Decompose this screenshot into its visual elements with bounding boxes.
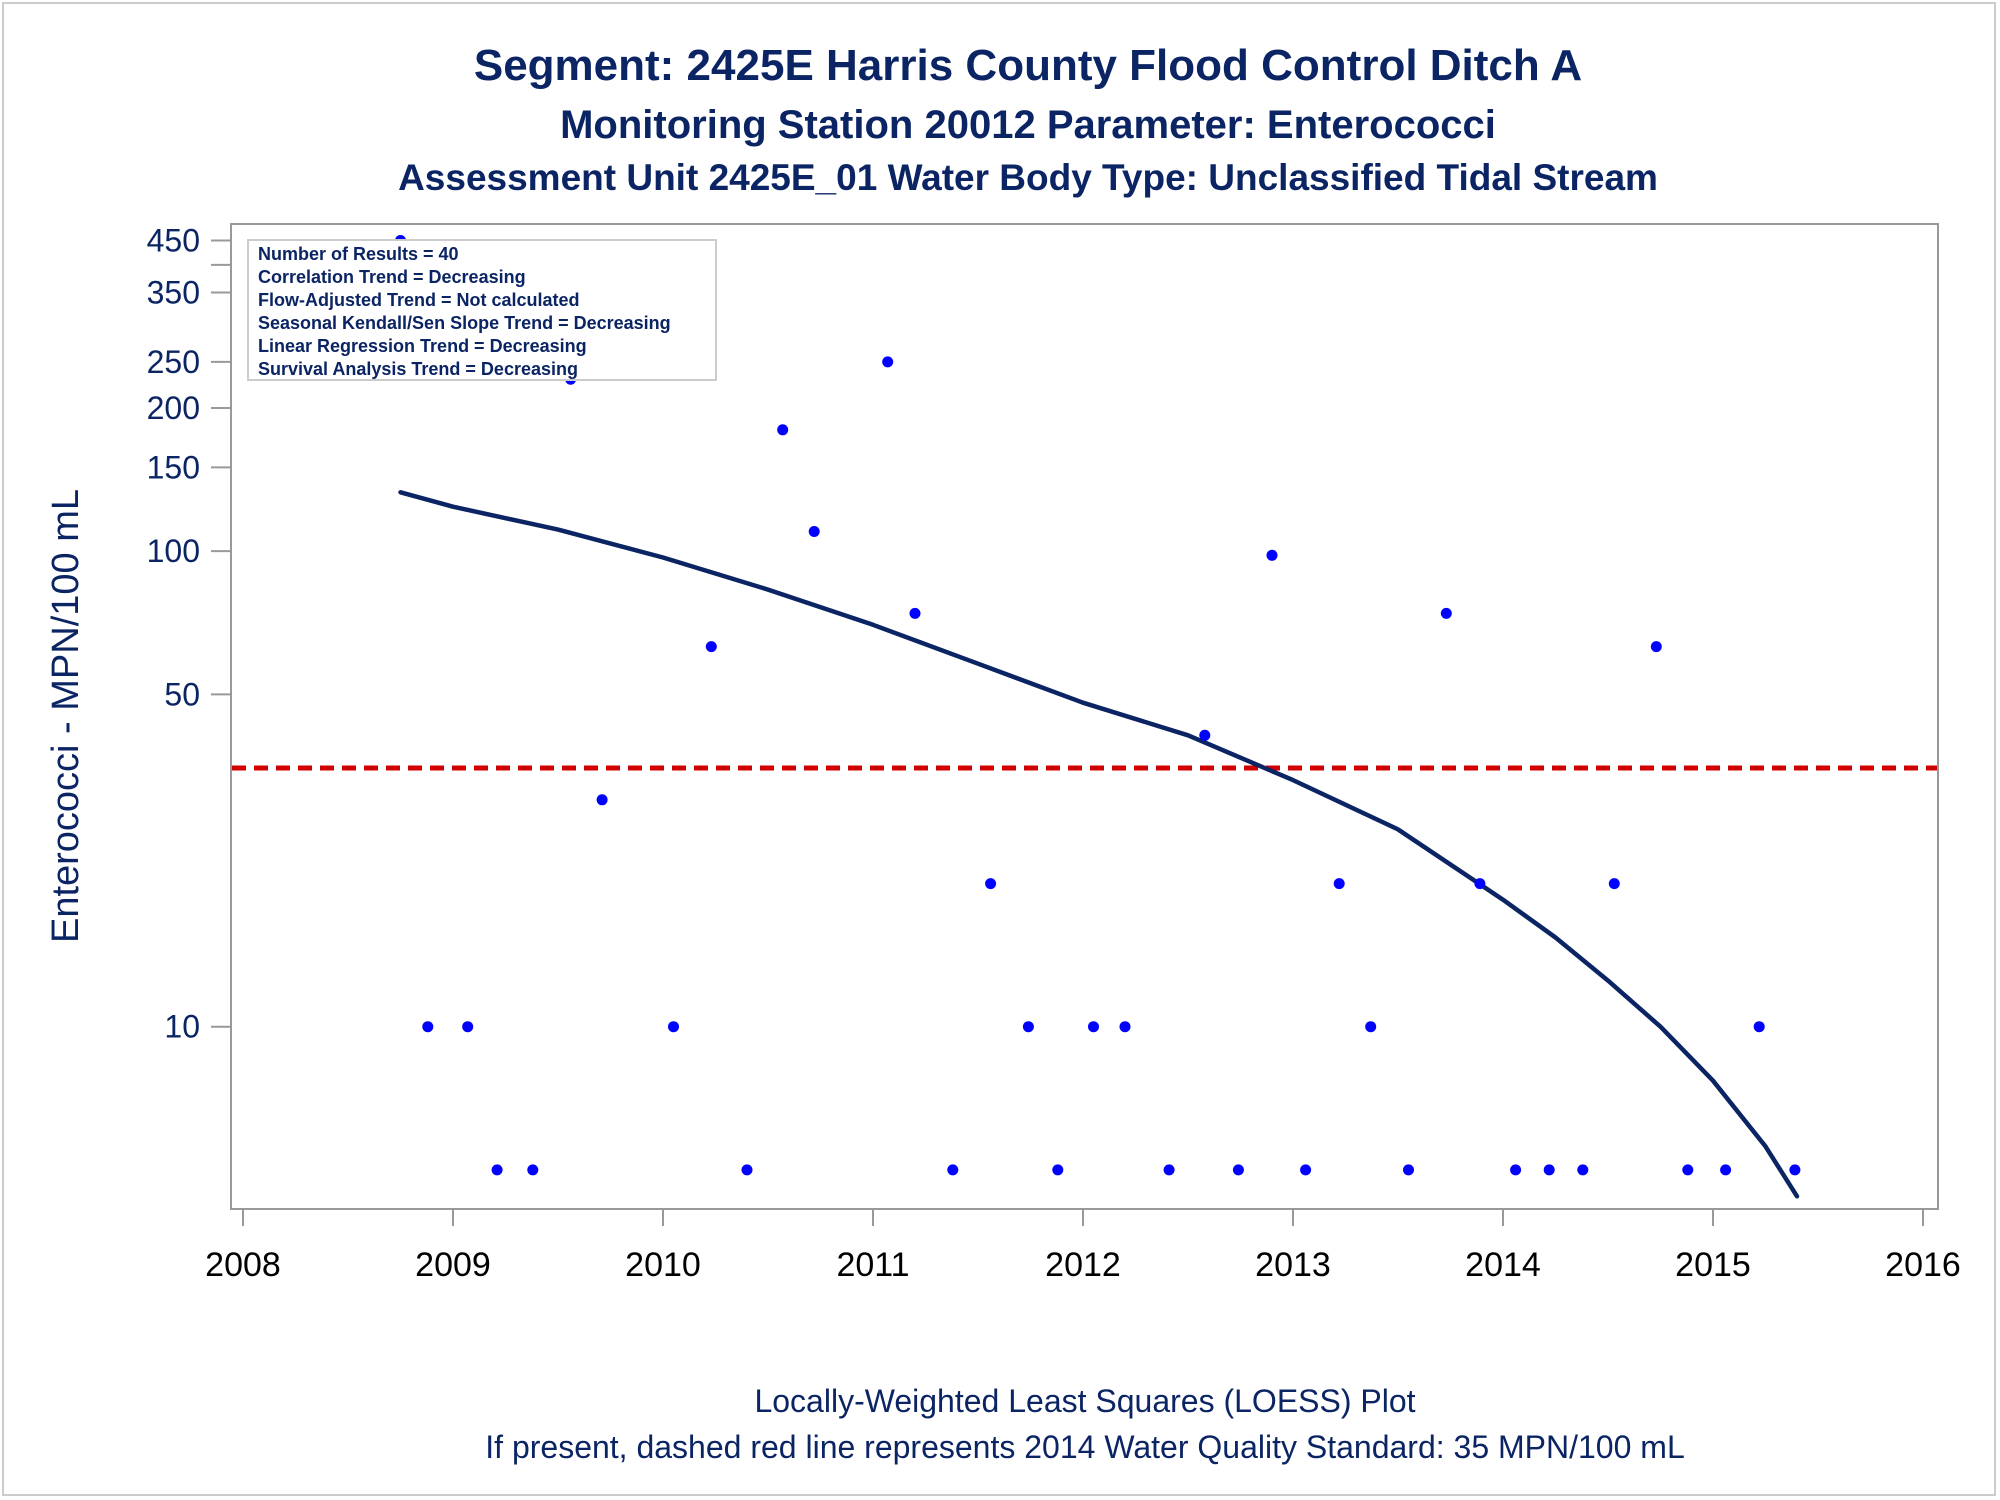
data-point <box>462 1021 474 1033</box>
data-point <box>777 424 789 436</box>
plot-area <box>230 223 1939 1210</box>
data-point <box>1577 1164 1589 1176</box>
x-tick-label: 2008 <box>205 1246 281 1284</box>
x-tick-label: 2012 <box>1045 1246 1121 1284</box>
y-tick-label: 200 <box>147 390 200 426</box>
y-tick-label: 450 <box>147 223 200 259</box>
stats-line: Correlation Trend = Decreasing <box>258 267 526 287</box>
data-point <box>1474 878 1486 890</box>
data-point <box>1052 1164 1064 1176</box>
stats-line: Seasonal Kendall/Sen Slope Trend = Decre… <box>258 313 671 333</box>
stats-line: Survival Analysis Trend = Decreasing <box>258 359 578 379</box>
loess-line <box>398 490 1800 1199</box>
data-point <box>596 794 608 806</box>
footnote-loess: Locally-Weighted Least Squares (LOESS) P… <box>754 1383 1415 1419</box>
x-tick-label: 2009 <box>415 1246 491 1284</box>
data-point <box>1199 729 1211 741</box>
data-point <box>527 1164 539 1176</box>
data-point <box>1403 1164 1414 1176</box>
y-tick-label: 150 <box>147 449 200 485</box>
footnote-standard: If present, dashed red line represents 2… <box>485 1429 1684 1465</box>
x-tick-label: 2011 <box>836 1246 909 1284</box>
stats-line: Flow-Adjusted Trend = Not calculated <box>258 290 580 310</box>
y-axis: 10 50 100 150 200 250 350 450 <box>147 223 231 1045</box>
data-point <box>1022 1021 1034 1033</box>
x-tick-label: 2010 <box>625 1246 701 1284</box>
data-point <box>1365 1021 1377 1033</box>
y-tick-label: 250 <box>147 344 200 380</box>
data-point <box>491 1164 503 1176</box>
chart-subtitle-station: Monitoring Station 20012 Parameter: Ente… <box>560 103 1496 147</box>
loess-curve <box>398 490 1800 1199</box>
stats-line: Number of Results = 40 <box>258 244 459 264</box>
data-point <box>705 641 717 653</box>
y-tick-label: 350 <box>147 274 200 310</box>
data-point <box>947 1164 959 1176</box>
y-tick-label: 10 <box>164 1009 200 1045</box>
data-point <box>882 356 894 368</box>
data-point <box>1088 1021 1099 1033</box>
data-point <box>668 1021 679 1033</box>
y-axis-label: Enterococci - MPN/100 mL <box>45 489 87 943</box>
data-point <box>1232 1164 1244 1176</box>
stats-box: Number of Results = 40 Correlation Trend… <box>247 239 717 381</box>
data-point <box>1608 878 1620 890</box>
stats-box-border <box>247 239 717 381</box>
data-point <box>1333 878 1345 890</box>
data-point <box>808 526 820 537</box>
x-tick-label: 2014 <box>1465 1246 1541 1284</box>
data-point <box>1789 1164 1801 1176</box>
data-point <box>1300 1164 1312 1176</box>
x-axis: 2008 2009 2010 2011 2012 2013 2014 2015 2016 <box>205 1209 1961 1284</box>
x-tick-label: 2015 <box>1675 1246 1751 1284</box>
data-point <box>1543 1164 1555 1176</box>
data-point <box>909 607 921 619</box>
data-point <box>1119 1021 1131 1033</box>
data-point <box>1440 607 1452 619</box>
stats-line: Linear Regression Trend = Decreasing <box>258 336 587 356</box>
x-tick-label: 2016 <box>1885 1246 1961 1284</box>
data-point <box>1682 1164 1694 1176</box>
y-tick-label: 100 <box>147 533 200 569</box>
chart-subtitle-assessment: Assessment Unit 2425E_01 Water Body Type… <box>398 157 1658 198</box>
chart-title: Segment: 2425E Harris County Flood Contr… <box>474 41 1582 90</box>
data-point <box>1720 1164 1732 1176</box>
data-point <box>1510 1164 1522 1176</box>
data-point <box>741 1164 753 1176</box>
y-tick-label: 50 <box>164 676 200 712</box>
data-point <box>422 1021 434 1033</box>
data-point <box>1266 549 1278 561</box>
data-point <box>1753 1021 1765 1033</box>
x-tick-label: 2013 <box>1255 1246 1331 1284</box>
data-point <box>1163 1164 1175 1176</box>
data-point <box>1650 641 1662 653</box>
data-point <box>985 878 997 890</box>
